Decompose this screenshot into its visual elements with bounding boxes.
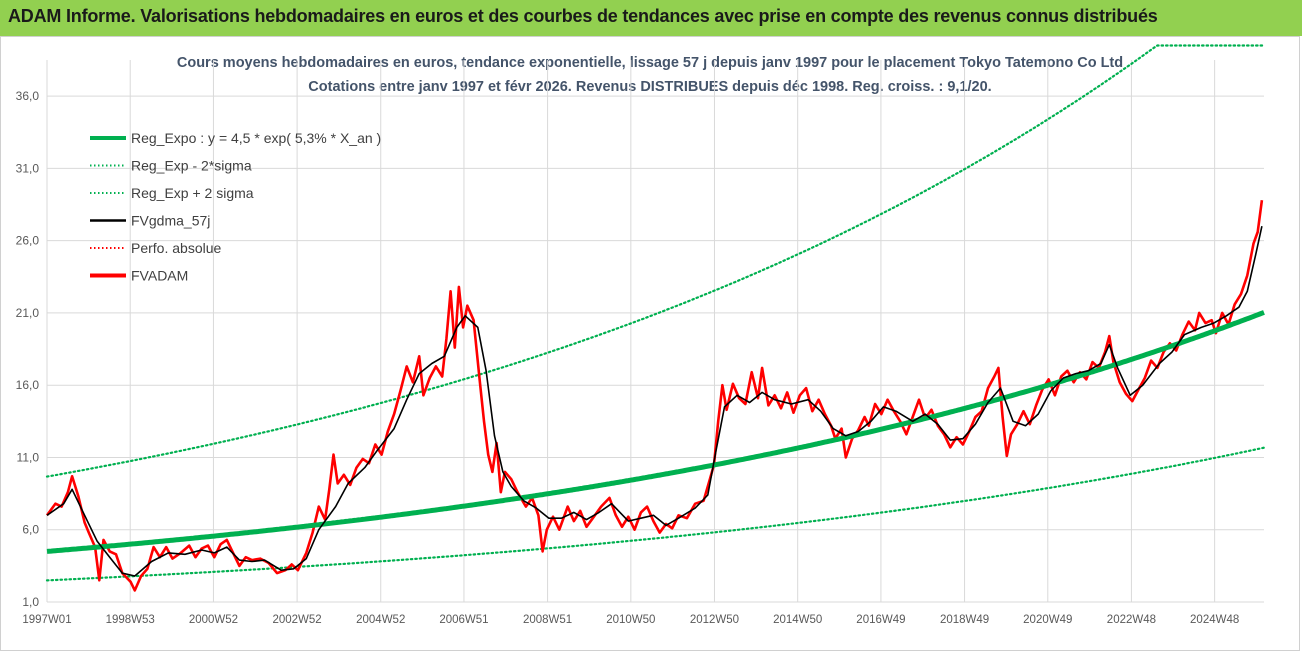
x-tick-label: 2024W48 — [1190, 614, 1239, 626]
y-tick-label: 26,0 — [16, 234, 40, 248]
legend-label: Reg_Exp - 2*sigma — [131, 158, 252, 174]
x-tick-label: 2008W51 — [523, 614, 572, 626]
x-tick-label: 2014W50 — [773, 614, 822, 626]
y-tick-label: 21,0 — [16, 306, 40, 320]
legend-label: Perfo. absolue — [131, 240, 221, 256]
chart: Cours moyens hebdomadaires en euros, ten… — [16, 44, 1266, 626]
series-line-reg-expo — [46, 310, 1265, 554]
y-tick-label: 1,0 — [22, 595, 39, 609]
x-tick-label: 2016W49 — [856, 614, 905, 626]
x-tick-label: 2020W49 — [1023, 614, 1072, 626]
legend-label: Reg_Expo : y = 4,5 * exp( 5,3% * X_an ) — [131, 130, 381, 146]
x-tick-label: 1998W53 — [106, 614, 155, 626]
chart-title: Cours moyens hebdomadaires en euros, ten… — [177, 55, 1123, 71]
series-line-reg-plus-2sigma — [45, 44, 1266, 478]
x-tick-label: 2004W52 — [356, 614, 405, 626]
chart-subtitle: Cotations entre janv 1997 et févr 2026. … — [308, 79, 991, 95]
legend-label: FVADAM — [131, 268, 188, 284]
legend-label: Reg_Exp + 2 sigma — [131, 185, 254, 201]
x-tick-label: 2010W50 — [606, 614, 655, 626]
x-tick-label: 2022W48 — [1107, 614, 1156, 626]
y-tick-label: 11,0 — [17, 450, 40, 464]
report-title: ADAM Informe. Valorisations hebdomadaire… — [8, 6, 1158, 26]
x-tick-label: 2002W52 — [272, 614, 321, 626]
series-line-fvadam — [45, 200, 1264, 592]
y-tick-label: 31,0 — [16, 161, 40, 175]
y-tick-label: 16,0 — [16, 378, 40, 392]
x-tick-label: 1997W01 — [22, 614, 71, 626]
series-line-reg-minus-2sigma — [45, 446, 1266, 582]
x-tick-label: 2006W51 — [439, 614, 488, 626]
report-banner: ADAM Informe. Valorisations hebdomadaire… — [0, 0, 1302, 36]
x-tick-label: 2012W50 — [690, 614, 739, 626]
y-tick-label: 36,0 — [16, 89, 40, 103]
series-line-fvgdma-57j — [46, 226, 1263, 577]
y-tick-label: 6,0 — [22, 523, 39, 537]
x-tick-label: 2000W52 — [189, 614, 238, 626]
x-tick-label: 2018W49 — [940, 614, 989, 626]
legend-label: FVgdma_57j — [131, 213, 210, 229]
